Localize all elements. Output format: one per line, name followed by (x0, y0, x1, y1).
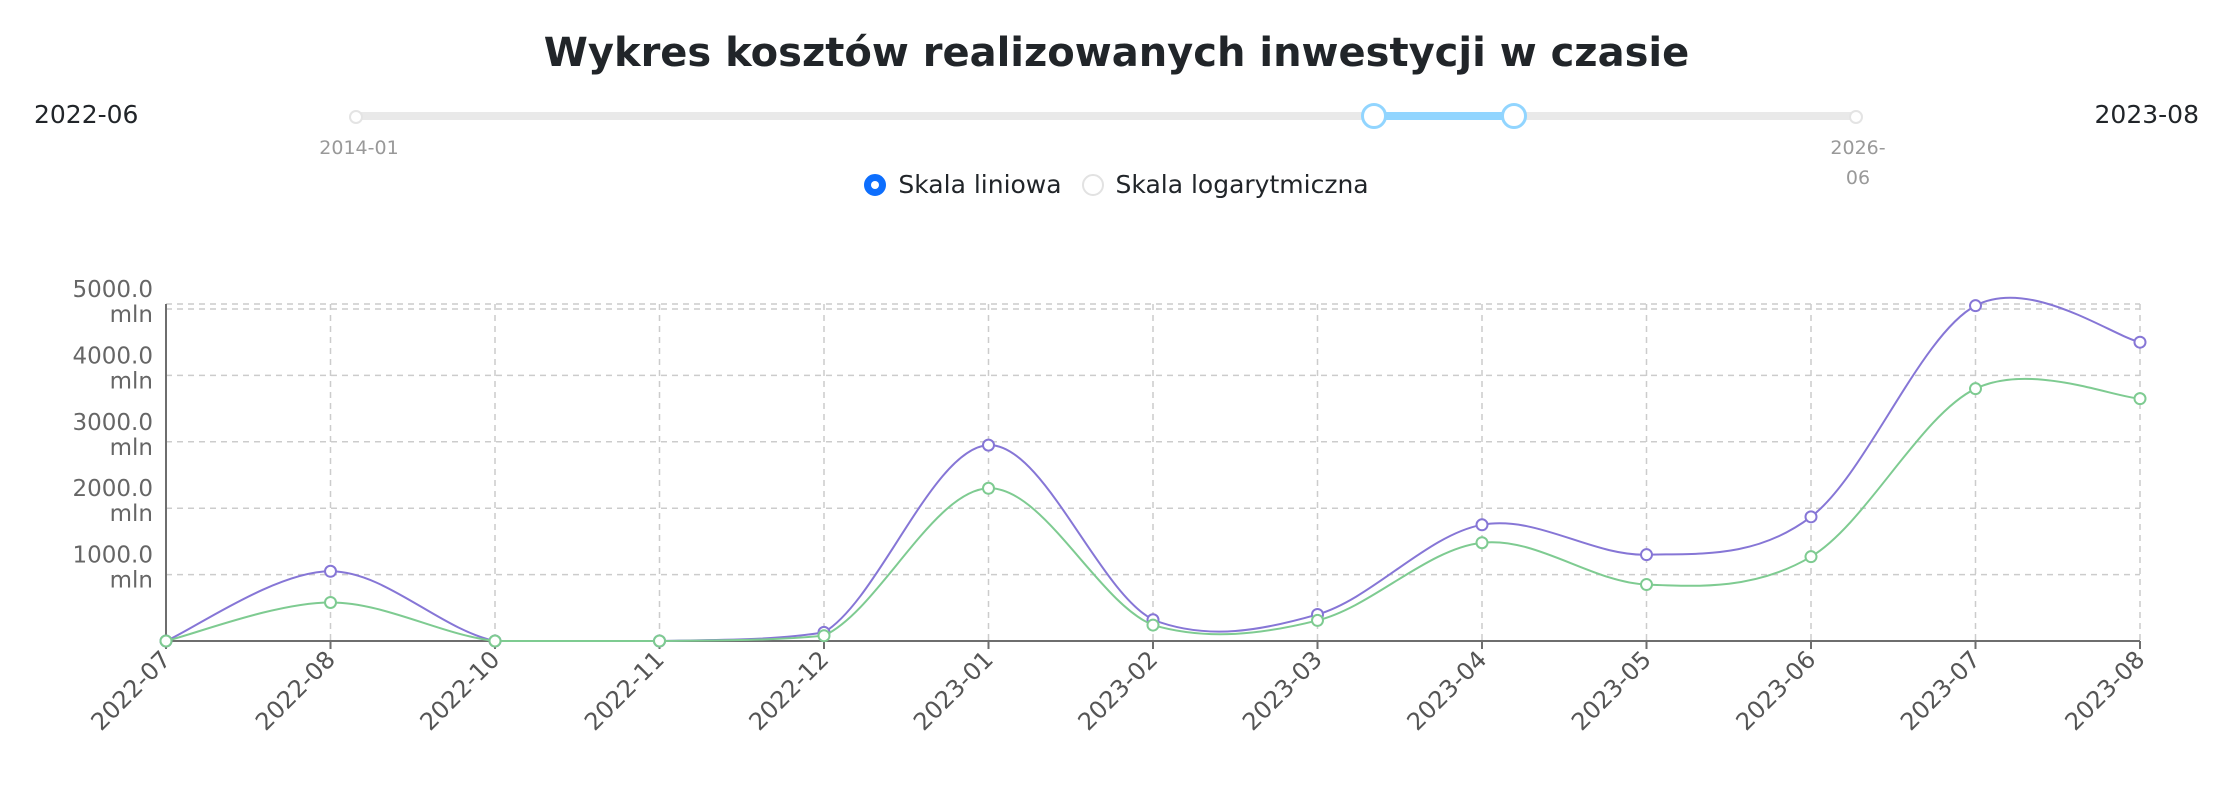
slider-selected-range[interactable] (1374, 112, 1514, 120)
range-start-label: 2022-06 (34, 100, 139, 129)
series-2-point (982, 481, 995, 495)
x-tick-label: 2023-05 (1566, 645, 1657, 736)
slider-end-handle[interactable] (1501, 103, 1527, 129)
x-tick-label: 2022-08 (250, 645, 341, 736)
slider-track[interactable] (354, 112, 1858, 120)
x-tick-label: 2023-08 (2060, 645, 2151, 736)
series-2-point (1311, 613, 1324, 627)
slider-min-label: 2014-01 (319, 137, 399, 159)
series-2-point (324, 595, 337, 609)
slider-min-dot (349, 110, 363, 124)
series-2-point (1146, 618, 1160, 632)
x-tick-label: 2023-03 (1237, 645, 1328, 736)
x-tick-label: 2023-01 (908, 645, 999, 736)
date-range-slider[interactable] (349, 103, 1863, 129)
x-tick-label: 2023-02 (1073, 645, 1164, 736)
slider-start-handle[interactable] (1361, 103, 1387, 129)
series-2-point (1969, 382, 1982, 396)
scale-option-linear[interactable]: Skala liniowa (864, 170, 1062, 199)
x-tick-label: 2023-07 (1895, 645, 1986, 736)
series-2-point (2133, 392, 2147, 406)
slider-max-label-line2: 06 (1845, 167, 1871, 189)
x-tick-label: 2022-12 (744, 645, 835, 736)
series-2-point (488, 634, 502, 648)
series-2-point (653, 634, 666, 648)
series-1-point (1475, 518, 1489, 532)
slider-max-label-line1: 2026- (1830, 137, 1886, 159)
series-2-point (159, 634, 173, 648)
radio-checked-icon[interactable] (864, 173, 887, 196)
y-tick-label: 1000.0 mln (73, 543, 153, 594)
series-1-point (1804, 510, 1818, 524)
chart-title: Wykres kosztów realizowanych inwestycji … (543, 30, 1690, 76)
line-chart: 1000.0 mln 2000.0 mln 3000.0 mln 4000.0 mln 5000… (73, 277, 2151, 736)
range-end-label: 2023-08 (2094, 100, 2199, 129)
y-tick-label: 3000.0 mln (73, 410, 153, 461)
x-tick-label: 2022-07 (86, 645, 177, 736)
y-tick-label: 2000.0 mln (73, 476, 153, 527)
x-tick-label: 2022-11 (579, 645, 670, 736)
scale-option-log-label: Skala logarytmiczna (1115, 170, 1369, 199)
x-tick-label: 2023-06 (1731, 645, 1822, 736)
radio-unchecked-icon[interactable] (1081, 173, 1104, 196)
y-tick-label: 4000.0 mln (73, 343, 153, 394)
series-2-point (817, 629, 831, 643)
scale-selector: Skala liniowa Skala logarytmiczna (0, 170, 2233, 202)
y-tick-label: 5000.0 mln (73, 277, 153, 328)
slider-max-label: 2026- 06 (1808, 133, 1908, 193)
scale-option-log[interactable]: Skala logarytmiczna (1081, 170, 1369, 199)
series-1-point (1969, 299, 1982, 313)
series-2-point (1804, 550, 1818, 564)
series-2-point (1475, 536, 1489, 550)
series-1-point (982, 438, 995, 452)
series-1-point (2133, 335, 2147, 349)
scale-option-linear-label: Skala liniowa (898, 170, 1062, 199)
slider-max-dot (1849, 110, 1863, 124)
series-1-point (324, 564, 337, 578)
series-1-point (1640, 548, 1653, 562)
x-tick-label: 2022-10 (415, 645, 506, 736)
series-2-point (1640, 578, 1653, 592)
x-tick-label: 2023-04 (1402, 645, 1493, 736)
